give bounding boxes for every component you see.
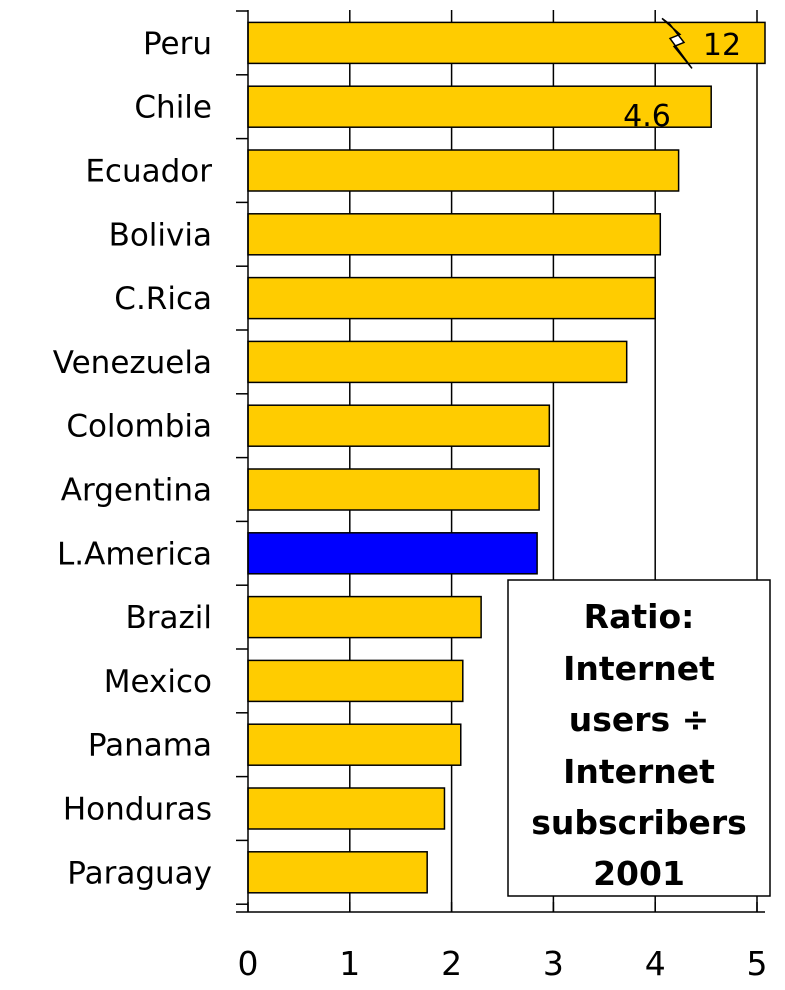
x-tick-label-0: 0	[238, 944, 259, 983]
bar-c-rica	[247, 276, 656, 320]
legend-box-border	[507, 579, 771, 897]
bar-honduras	[247, 787, 446, 830]
axes	[236, 10, 765, 913]
x-tick-label-3: 3	[543, 944, 564, 983]
category-label: Colombia	[66, 409, 212, 445]
bar-venezuela	[247, 340, 628, 384]
legend-line-2: Internet	[563, 649, 715, 688]
category-label: Argentina	[61, 473, 212, 509]
legend-line-6: 2001	[593, 854, 685, 893]
category-labels: Peru Chile Ecuador Bolivia C.Rica Venezuela Co…	[53, 26, 212, 891]
category-label: Mexico	[104, 664, 212, 700]
bar-argentina	[247, 468, 540, 511]
data-label-peru: 12	[703, 28, 741, 63]
category-label: L.America	[57, 536, 212, 572]
bar-peru	[247, 21, 766, 65]
category-label: Bolivia	[109, 217, 212, 253]
legend-line-5: subscribers	[531, 803, 746, 842]
legend-box: Ratio: Internet users ÷ Internet subscri…	[507, 579, 771, 897]
bars	[247, 17, 766, 894]
legend-line-1: Ratio:	[584, 597, 695, 636]
category-label: Ecuador	[85, 154, 212, 190]
bar-panama	[247, 723, 462, 766]
bar-brazil	[247, 595, 482, 639]
bar-paraguay	[247, 851, 428, 894]
x-tick-label-2: 2	[441, 944, 462, 983]
x-tick-label-4: 4	[645, 944, 666, 983]
bar-bolivia	[247, 213, 662, 256]
legend-line-4: Internet	[563, 752, 715, 791]
x-tick-label-1: 1	[339, 944, 360, 983]
bar-ecuador	[247, 149, 680, 192]
category-label: Panama	[88, 728, 212, 764]
category-label: Chile	[134, 90, 212, 126]
data-labels: 124.6	[623, 28, 741, 134]
bar-mexico	[247, 659, 464, 703]
x-tick-label-5: 5	[747, 944, 768, 983]
category-label: Honduras	[63, 792, 212, 828]
x-tick-labels: 0 1 2 3 4 5	[238, 944, 768, 983]
category-label: Peru	[143, 26, 212, 62]
axis-break-icon	[661, 17, 693, 69]
data-label-chile: 4.6	[623, 99, 671, 134]
legend-line-3: users ÷	[569, 700, 710, 739]
category-label: C.Rica	[114, 281, 212, 317]
category-label: Paraguay	[67, 855, 212, 891]
category-label: Brazil	[125, 600, 212, 636]
category-label: Venezuela	[53, 345, 212, 381]
bar-colombia	[247, 404, 551, 447]
bar-l-america	[247, 532, 538, 575]
